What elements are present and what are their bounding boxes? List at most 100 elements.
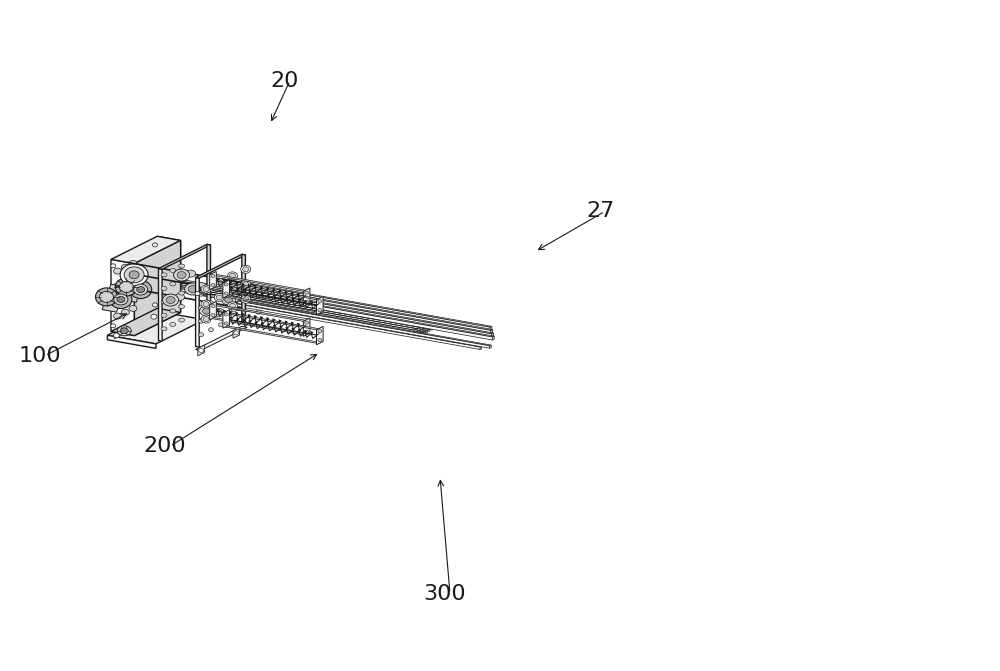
Ellipse shape: [120, 328, 128, 333]
Ellipse shape: [161, 327, 167, 331]
Polygon shape: [316, 327, 323, 345]
Polygon shape: [490, 326, 492, 331]
Ellipse shape: [110, 291, 132, 309]
Ellipse shape: [161, 287, 167, 291]
Ellipse shape: [305, 291, 309, 294]
Polygon shape: [423, 325, 425, 329]
Ellipse shape: [305, 330, 309, 333]
Ellipse shape: [179, 318, 185, 322]
Polygon shape: [144, 276, 434, 328]
Polygon shape: [196, 277, 199, 347]
Ellipse shape: [224, 322, 228, 325]
Polygon shape: [225, 325, 319, 344]
Ellipse shape: [114, 283, 122, 289]
Ellipse shape: [129, 260, 137, 266]
Polygon shape: [212, 274, 306, 292]
Ellipse shape: [211, 281, 225, 291]
Polygon shape: [224, 301, 482, 347]
Ellipse shape: [199, 333, 204, 337]
Ellipse shape: [152, 243, 158, 247]
Polygon shape: [155, 275, 428, 325]
Ellipse shape: [230, 289, 236, 293]
Polygon shape: [139, 280, 427, 333]
Ellipse shape: [179, 278, 185, 282]
Ellipse shape: [216, 280, 222, 285]
Ellipse shape: [256, 310, 261, 314]
Ellipse shape: [216, 310, 222, 315]
Ellipse shape: [121, 309, 129, 315]
Ellipse shape: [137, 287, 145, 293]
Polygon shape: [158, 268, 162, 342]
Ellipse shape: [199, 319, 204, 323]
Ellipse shape: [222, 295, 236, 305]
Ellipse shape: [230, 303, 236, 309]
Ellipse shape: [209, 327, 214, 331]
Polygon shape: [139, 278, 429, 331]
Ellipse shape: [129, 275, 137, 281]
Ellipse shape: [203, 308, 211, 314]
Ellipse shape: [218, 282, 223, 287]
Ellipse shape: [161, 313, 167, 317]
Polygon shape: [225, 312, 319, 330]
Ellipse shape: [241, 280, 251, 289]
Ellipse shape: [211, 313, 215, 317]
Ellipse shape: [243, 267, 249, 272]
Ellipse shape: [203, 317, 209, 321]
Ellipse shape: [175, 294, 185, 301]
Text: 200: 200: [144, 436, 186, 456]
Polygon shape: [111, 308, 181, 336]
Ellipse shape: [228, 272, 238, 280]
Ellipse shape: [188, 286, 197, 293]
Polygon shape: [212, 317, 306, 336]
Ellipse shape: [224, 313, 228, 316]
Polygon shape: [242, 254, 245, 324]
Polygon shape: [147, 279, 420, 329]
Polygon shape: [224, 283, 491, 334]
Polygon shape: [114, 332, 119, 339]
Ellipse shape: [318, 309, 322, 311]
Ellipse shape: [114, 313, 122, 319]
Ellipse shape: [115, 278, 137, 296]
Ellipse shape: [220, 294, 225, 298]
Ellipse shape: [211, 305, 215, 307]
Ellipse shape: [197, 282, 207, 290]
Ellipse shape: [243, 297, 249, 302]
Polygon shape: [492, 336, 494, 340]
Ellipse shape: [211, 274, 215, 278]
Ellipse shape: [100, 291, 114, 303]
Polygon shape: [142, 278, 430, 331]
Polygon shape: [224, 282, 493, 330]
Polygon shape: [223, 280, 230, 298]
Ellipse shape: [96, 288, 118, 306]
Ellipse shape: [185, 283, 201, 295]
Polygon shape: [417, 327, 420, 331]
Ellipse shape: [117, 297, 125, 303]
Polygon shape: [135, 281, 424, 333]
Polygon shape: [220, 279, 490, 331]
Ellipse shape: [241, 295, 251, 303]
Ellipse shape: [199, 292, 204, 296]
Polygon shape: [238, 301, 491, 346]
Ellipse shape: [121, 264, 129, 270]
Ellipse shape: [218, 309, 223, 313]
Ellipse shape: [166, 297, 175, 303]
Polygon shape: [111, 236, 181, 264]
Ellipse shape: [216, 295, 222, 300]
Text: 100: 100: [19, 346, 61, 366]
Polygon shape: [107, 311, 204, 344]
Ellipse shape: [114, 294, 128, 305]
Ellipse shape: [111, 264, 116, 268]
Ellipse shape: [214, 293, 224, 301]
Polygon shape: [225, 295, 319, 313]
Ellipse shape: [224, 283, 228, 286]
Ellipse shape: [179, 305, 185, 309]
Ellipse shape: [195, 292, 200, 295]
Ellipse shape: [152, 303, 158, 307]
Ellipse shape: [214, 309, 224, 317]
Polygon shape: [144, 282, 414, 333]
Polygon shape: [420, 326, 423, 330]
Polygon shape: [224, 302, 480, 350]
Polygon shape: [414, 329, 417, 333]
Polygon shape: [212, 303, 306, 322]
Polygon shape: [316, 297, 323, 315]
